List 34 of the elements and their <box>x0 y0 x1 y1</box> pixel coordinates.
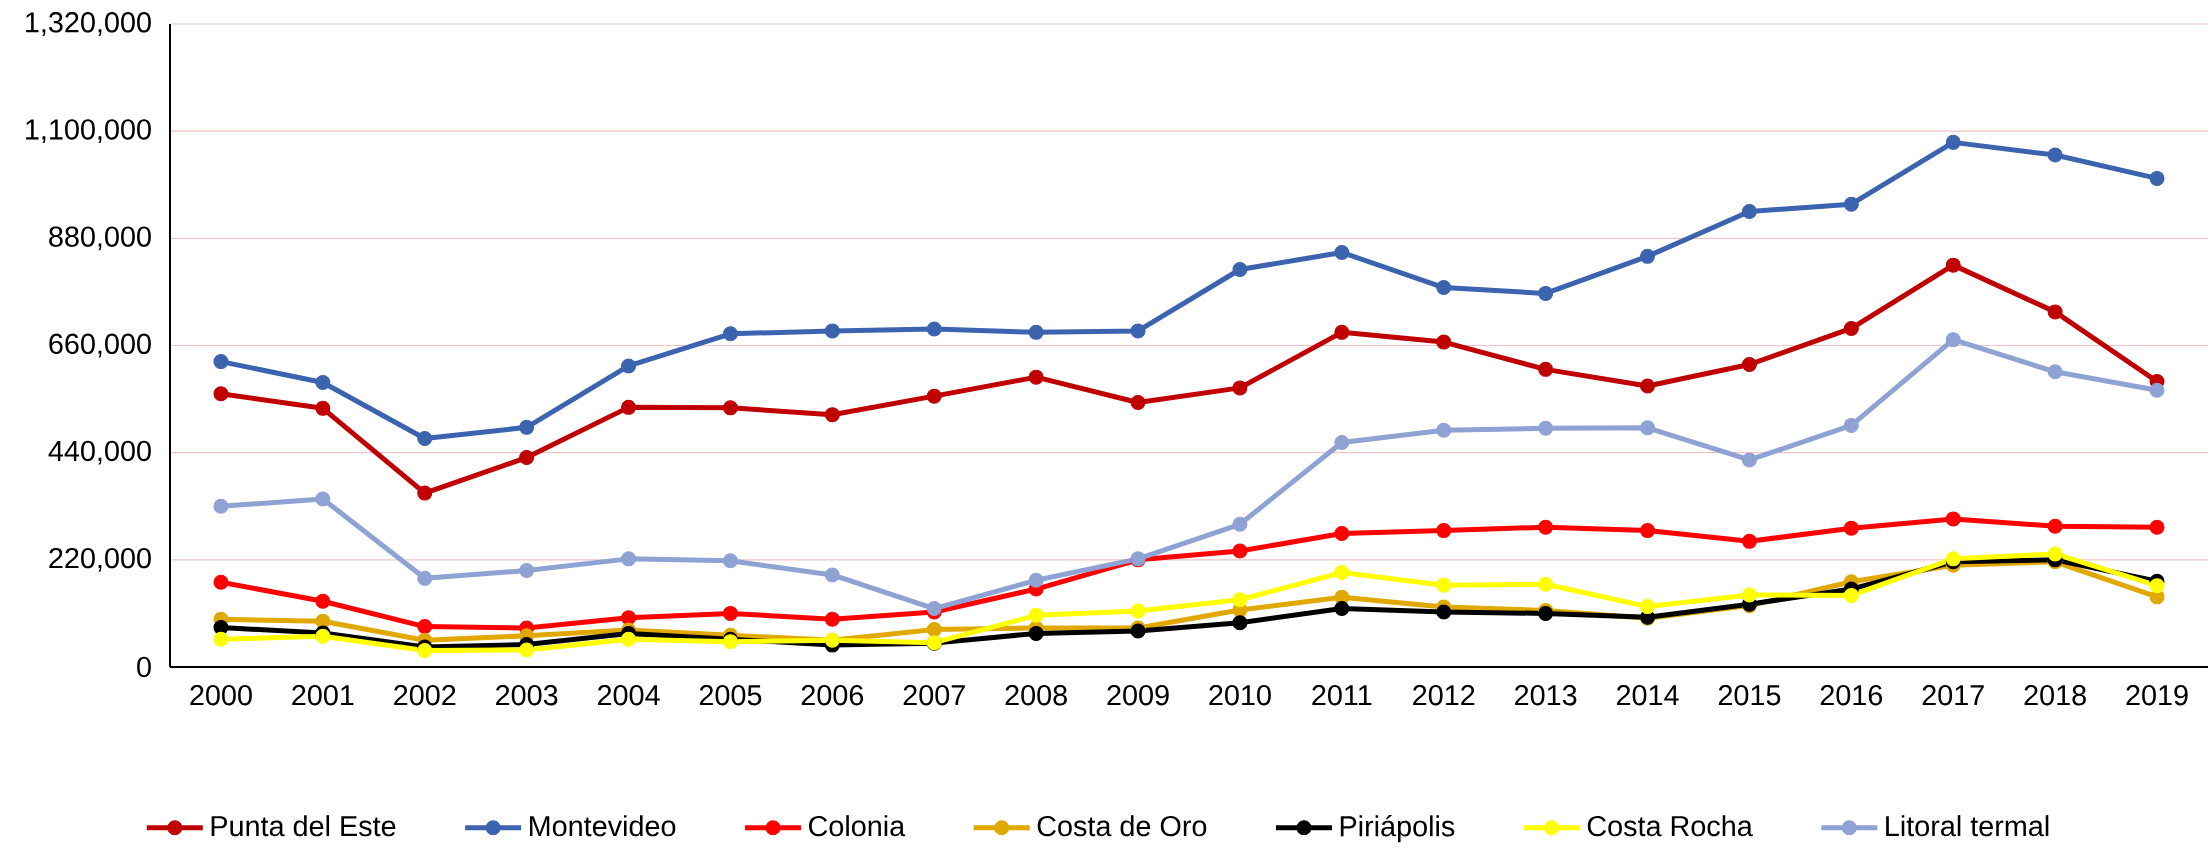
x-tick-label: 2017 <box>1922 685 1984 706</box>
x-tick-label: 2011 <box>1312 685 1372 706</box>
x-tick-label: 2005 <box>699 685 762 706</box>
y-tick-label: 880,000 <box>49 226 151 251</box>
x-tick-label: 2013 <box>1515 685 1577 706</box>
legend-label: Colonia <box>809 815 906 837</box>
x-tick-label: 2003 <box>496 685 558 706</box>
y-tick-label: 1,320,000 <box>26 12 151 36</box>
legend-label: Costa Rocha <box>1587 815 1753 837</box>
x-tick-label: 2010 <box>1209 685 1271 706</box>
x-tick-label: 2004 <box>597 685 660 706</box>
x-tick-label: 2002 <box>394 685 456 706</box>
y-tick-label: 660,000 <box>49 333 151 358</box>
y-tick-label: 1,100,000 <box>26 119 151 144</box>
x-tick-label: 2001 <box>292 685 354 706</box>
x-tick-label: 2014 <box>1616 685 1679 706</box>
y-tick-label: 440,000 <box>48 440 151 465</box>
x-tick-label: 2006 <box>801 685 864 706</box>
legend-label: Punta del Este <box>211 815 396 837</box>
x-tick-label: 2018 <box>2024 685 2086 706</box>
x-tick-label: 2012 <box>1413 685 1475 706</box>
x-tick-label: 2015 <box>1718 685 1781 706</box>
x-tick-label: 2019 <box>2126 685 2188 706</box>
x-tick-label: 2008 <box>1005 685 1067 706</box>
legend-label: Montevideo <box>530 815 676 837</box>
x-tick-label: 2016 <box>1820 685 1883 706</box>
y-tick-label: 220,000 <box>49 547 151 572</box>
x-tick-label: 2009 <box>1107 685 1169 706</box>
legend-label: Costa de Oro <box>1037 815 1207 837</box>
legend-label: Piriápolis <box>1340 814 1455 843</box>
x-tick-label: 2000 <box>190 685 252 706</box>
x-tick-label: 2007 <box>903 685 965 706</box>
y-tick-label: 0 <box>137 656 151 678</box>
legend-label: Litoral termal <box>1886 815 2049 837</box>
